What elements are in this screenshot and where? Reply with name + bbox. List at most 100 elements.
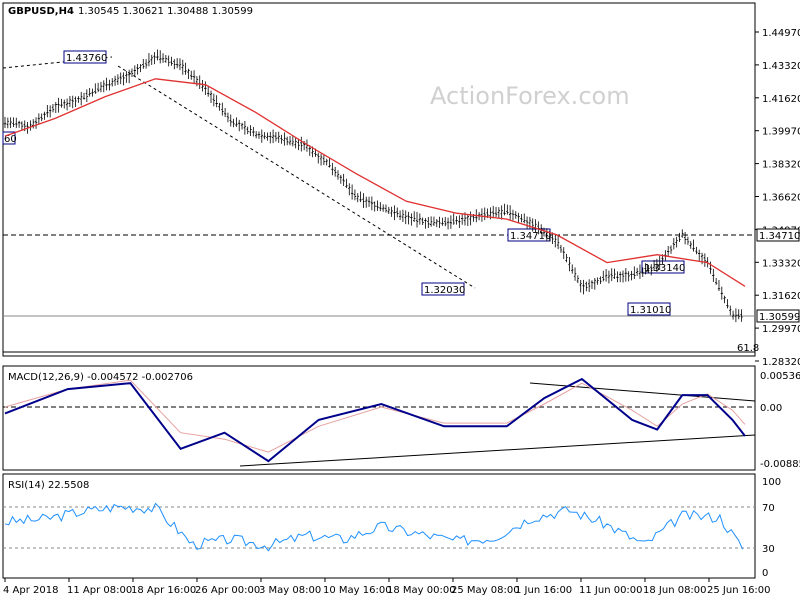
fib-618-label: 61.8 bbox=[737, 343, 759, 354]
price-bar bbox=[167, 55, 170, 67]
price-bar bbox=[328, 158, 331, 168]
price-bar bbox=[624, 267, 628, 282]
price-bar bbox=[99, 81, 103, 93]
price-bar bbox=[359, 191, 362, 203]
price-bar bbox=[46, 104, 49, 118]
price-bar bbox=[418, 213, 422, 225]
price-bar bbox=[404, 210, 407, 225]
price-bar bbox=[635, 267, 639, 276]
price-bar bbox=[695, 246, 698, 255]
price-tick-label: 1.31620 bbox=[762, 291, 800, 302]
price-bar bbox=[139, 64, 142, 73]
price-bar bbox=[500, 205, 503, 220]
price-bar bbox=[726, 299, 729, 309]
price-bar bbox=[246, 126, 249, 135]
price-bar bbox=[88, 87, 91, 97]
price-bar bbox=[587, 279, 591, 293]
price-bar bbox=[607, 270, 611, 284]
price-bar bbox=[599, 276, 602, 285]
price-bar bbox=[638, 264, 642, 279]
price-bar bbox=[133, 65, 137, 77]
macd-title: MACD(12,26,9) -0.004572 -0.002706 bbox=[8, 372, 193, 383]
price-bar bbox=[401, 209, 405, 222]
price-bar bbox=[415, 211, 419, 228]
price-tick-label: 1.36620 bbox=[762, 193, 800, 204]
price-bar bbox=[32, 119, 35, 129]
svg-text:1.32030: 1.32030 bbox=[424, 285, 465, 296]
price-bar bbox=[537, 221, 540, 235]
price-bar bbox=[407, 211, 410, 225]
price-bar bbox=[113, 75, 117, 86]
price-bar bbox=[175, 58, 179, 69]
price-bar bbox=[455, 216, 458, 225]
price-bar bbox=[633, 266, 636, 280]
price-bar bbox=[460, 214, 464, 225]
price-bar bbox=[266, 132, 269, 141]
price-bar bbox=[353, 189, 357, 201]
price-bar bbox=[565, 253, 568, 263]
price-bar bbox=[156, 49, 159, 61]
price-bar bbox=[68, 95, 72, 107]
price-tick-label: 1.38320 bbox=[762, 160, 800, 171]
price-bar bbox=[435, 219, 438, 228]
price-bar bbox=[3, 116, 7, 129]
rsi-line bbox=[4, 502, 743, 552]
price-bar bbox=[669, 245, 673, 254]
price-bar bbox=[539, 224, 543, 234]
price-bar bbox=[514, 211, 517, 219]
price-bar bbox=[627, 271, 630, 282]
macd-tick-top: 0.005368 bbox=[760, 371, 800, 382]
price-bar bbox=[130, 68, 134, 78]
price-bar bbox=[331, 162, 334, 176]
price-bar bbox=[729, 305, 732, 316]
price-bar bbox=[263, 132, 266, 140]
ema-line bbox=[4, 78, 746, 287]
price-tag-current: 1.30599 bbox=[756, 309, 800, 323]
price-bar bbox=[652, 259, 656, 272]
svg-text:1.34710: 1.34710 bbox=[510, 231, 551, 242]
time-tick-label: 18 May 00:00 bbox=[387, 585, 456, 596]
price-bar bbox=[116, 74, 120, 85]
price-bar bbox=[412, 211, 416, 222]
price-bar bbox=[585, 281, 588, 292]
price-bar bbox=[277, 131, 280, 143]
label-recent-low: 1.31010 bbox=[627, 302, 671, 316]
price-bar bbox=[429, 216, 433, 227]
price-bar bbox=[466, 214, 470, 226]
price-bar bbox=[269, 131, 272, 144]
price-bar bbox=[187, 68, 190, 79]
price-bar bbox=[161, 53, 165, 63]
price-bar bbox=[257, 131, 261, 139]
svg-text:1.30599: 1.30599 bbox=[759, 312, 800, 323]
price-bar bbox=[297, 138, 300, 151]
price-bar bbox=[254, 131, 258, 139]
price-bar bbox=[590, 280, 594, 290]
price-bar bbox=[294, 137, 297, 149]
price-tag-resistance: 1.34710 bbox=[756, 228, 800, 242]
symbol-label: GBPUSD,H4 bbox=[8, 6, 74, 17]
price-bar bbox=[212, 93, 216, 107]
price-bar bbox=[12, 117, 15, 127]
rsi-tick-0: 0 bbox=[762, 568, 768, 579]
price-bar bbox=[34, 117, 38, 129]
price-bar bbox=[142, 58, 145, 69]
price-bar bbox=[508, 205, 512, 220]
time-tick-label: 25 Jun 16:00 bbox=[707, 585, 771, 596]
price-bar bbox=[520, 214, 523, 223]
price-bar bbox=[387, 206, 390, 214]
price-bar bbox=[446, 217, 450, 230]
price-bar bbox=[153, 52, 156, 65]
price-bar bbox=[554, 233, 557, 248]
time-tick-label: 18 Jun 08:00 bbox=[643, 585, 707, 596]
label-low-1: 1.32030 bbox=[421, 282, 465, 296]
macd-lower-trendline bbox=[239, 434, 756, 467]
price-bar bbox=[291, 135, 295, 147]
price-bar bbox=[666, 246, 670, 257]
price-bar bbox=[709, 261, 712, 274]
price-bar bbox=[144, 59, 148, 69]
price-bar bbox=[686, 236, 690, 245]
price-bar bbox=[350, 184, 354, 200]
price-bar bbox=[616, 271, 619, 283]
price-bar bbox=[223, 107, 227, 117]
